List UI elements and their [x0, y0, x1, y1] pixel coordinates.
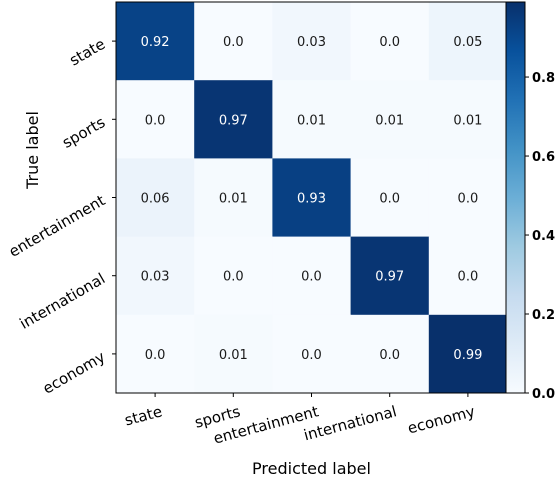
y-tick-labels: state sports entertainment international eco…: [6, 35, 116, 398]
cell-value-label: 0.97: [219, 113, 248, 128]
heatmap-cell: [116, 236, 195, 316]
heatmap-cell: [194, 314, 273, 394]
colorbar-frame: [505, 1, 526, 394]
cell-value-label: 0.01: [219, 192, 248, 207]
colorbar-gradient: [506, 2, 525, 393]
cell-value-label: 0.05: [453, 35, 482, 50]
colorbar-ticks: 0.0 0.2 0.4 0.6 0.8: [525, 71, 555, 402]
heatmap-cell: [194, 2, 273, 81]
heatmap-cell: [272, 158, 352, 238]
heatmap-cells: 0.92 0.0 0.03 0.0 0.05 0.0 0.97 0.01 0.01 0.01 0.0…: [116, 2, 508, 394]
cell-value-label: 0.97: [375, 270, 404, 285]
heatmap-cell: [428, 2, 508, 81]
cell-value-label: 0.0: [145, 113, 166, 128]
colorbar-tick-label: 0.8: [532, 71, 555, 86]
heatmap-cell: [116, 158, 195, 238]
heatmap-cell: [116, 314, 195, 394]
heatmap-cell: [350, 80, 430, 159]
heatmap-cell: [350, 158, 430, 238]
heatmap-cell: [272, 2, 352, 81]
heatmap-cell: [428, 314, 508, 394]
heatmap-cell: [116, 80, 195, 159]
cell-value-label: 0.0: [145, 348, 166, 363]
heatmap-cell: [272, 314, 352, 394]
x-axis-label: Predicted label: [252, 459, 371, 478]
heatmap-cell: [428, 80, 508, 159]
y-tick-label: international: [17, 269, 109, 332]
heatmap-cell: [350, 236, 430, 316]
cell-value-label: 0.01: [453, 113, 482, 128]
cell-value-label: 0.03: [141, 270, 170, 285]
cell-value-label: 0.99: [453, 348, 482, 363]
cell-value-label: 0.01: [297, 113, 326, 128]
heatmap-cell: [350, 2, 430, 81]
heatmap-cell: [428, 236, 508, 316]
cell-value-label: 0.01: [219, 348, 248, 363]
cell-value-label: 0.92: [141, 35, 170, 50]
cell-value-label: 0.06: [141, 192, 170, 207]
x-tick-label: state: [123, 402, 164, 429]
heatmap-cell: [272, 80, 352, 159]
cell-value-label: 0.0: [301, 270, 322, 285]
cell-value-label: 0.0: [301, 348, 322, 363]
heatmap-cell: [116, 2, 195, 81]
colorbar-tick-label: 0.0: [532, 387, 555, 402]
cell-value-label: 0.03: [297, 35, 326, 50]
cell-value-label: 0.01: [375, 113, 404, 128]
cell-value-label: 0.0: [458, 270, 479, 285]
cell-value-label: 0.0: [223, 270, 244, 285]
colorbar-tick-label: 0.2: [532, 308, 555, 323]
y-tick-label: state: [66, 35, 108, 70]
x-tick-label: economy: [406, 402, 477, 437]
cell-value-label: 0.93: [297, 192, 326, 207]
heatmap-cell: [194, 236, 273, 316]
heatmap-cell: [272, 236, 352, 316]
heatmap-cell: [350, 314, 430, 394]
cell-value-label: 0.0: [379, 35, 400, 50]
colorbar-tick-label: 0.6: [532, 150, 555, 165]
colorbar-tick-label: 0.4: [532, 229, 555, 244]
cell-value-label: 0.0: [379, 348, 400, 363]
colorbar: 0.0 0.2 0.4 0.6 0.8: [505, 1, 555, 402]
y-tick-label: economy: [40, 348, 109, 398]
y-tick-label: entertainment: [6, 191, 109, 261]
cell-value-label: 0.0: [379, 192, 400, 207]
heatmap-cell: [194, 158, 273, 238]
heatmap-cell: [428, 158, 508, 238]
y-axis-label: True label: [23, 111, 42, 190]
cell-value-label: 0.0: [223, 35, 244, 50]
y-tick-label: sports: [59, 113, 108, 152]
heatmap-cell: [194, 80, 273, 159]
cell-value-label: 0.0: [458, 192, 479, 207]
